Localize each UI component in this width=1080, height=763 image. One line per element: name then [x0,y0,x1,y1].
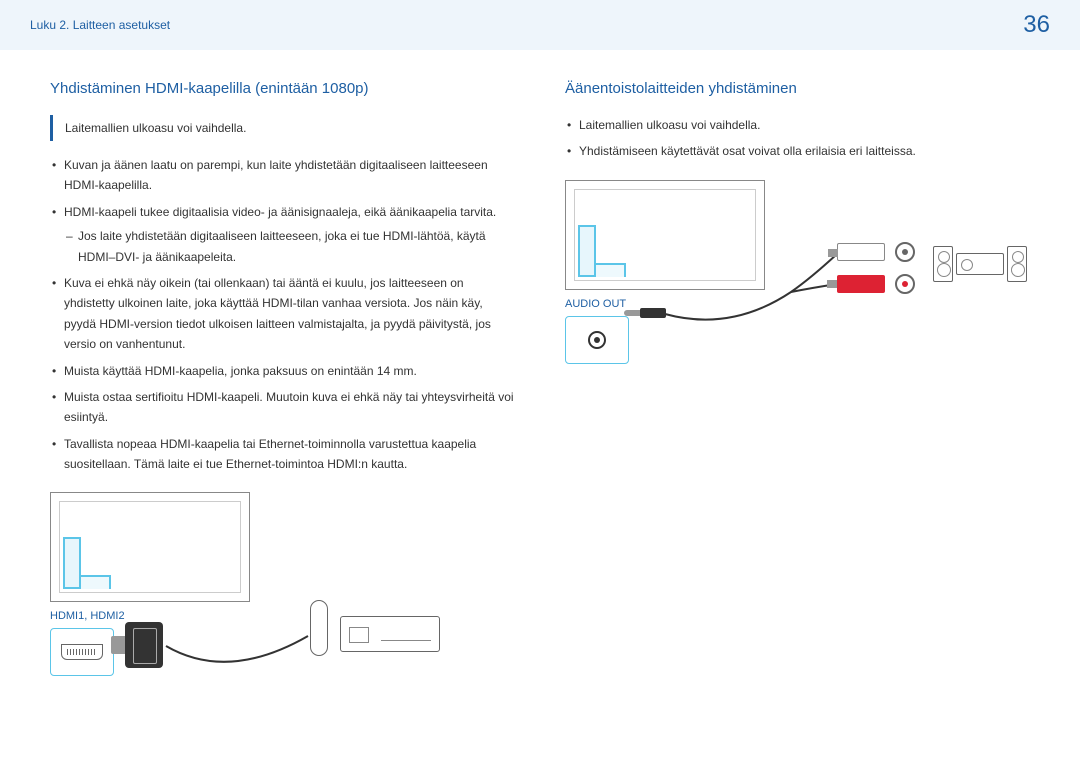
list-item: Muista käyttää HDMI-kaapelia, jonka paks… [50,361,515,381]
audio-port-box [565,316,629,364]
right-column: Äänentoistolaitteiden yhdistäminen Laite… [565,80,1030,692]
hdmi-port-icon [61,644,103,660]
list-item: Laitemallien ulkoasu voi vaihdella. [565,115,1030,135]
breadcrumb: Luku 2. Laitteen asetukset [30,18,170,32]
hdmi-bullets: Kuvan ja äänen laatu on parempi, kun lai… [50,155,515,474]
rca-white-jack-icon [895,242,915,262]
audio-section-title: Äänentoistolaitteiden yhdistäminen [565,80,1030,97]
page-number: 36 [1023,11,1050,39]
rca-red-plug-icon [837,275,885,293]
page-header: Luku 2. Laitteen asetukset 36 [0,0,1080,50]
rca-white-plug-icon [837,243,885,261]
player-icon [340,616,440,652]
list-item: HDMI-kaapeli tukee digitaalisia video- j… [50,202,515,267]
audio-diagram: AUDIO OUT [565,180,1030,380]
note-box: Laitemallien ulkoasu voi vaihdella. [50,115,515,141]
speaker-icon [1007,246,1027,282]
page-content: Yhdistäminen HDMI-kaapelilla (enintään 1… [0,50,1080,722]
amplifier-icon [956,253,1004,275]
rca-connectors [837,242,915,306]
hdmi-port-box [50,628,114,676]
cable-split-icon [661,252,841,322]
rca-red-jack-icon [895,274,915,294]
tv-icon [50,492,250,602]
list-item: Yhdistämiseen käytettävät osat voivat ol… [565,141,1030,161]
audio-jack-icon [588,331,606,349]
audio-bullets: Laitemallien ulkoasu voi vaihdella. Yhdi… [565,115,1030,162]
sub-list: Jos laite yhdistetään digitaaliseen lait… [64,226,515,267]
hdmi-diagram: HDMI1, HDMI2 [50,492,515,692]
list-item: Tavallista nopeaa HDMI-kaapelia tai Ethe… [50,434,515,475]
list-item: Jos laite yhdistetään digitaaliseen lait… [64,226,515,267]
speaker-icon [933,246,953,282]
left-column: Yhdistäminen HDMI-kaapelilla (enintään 1… [50,80,515,692]
hdmi-section-title: Yhdistäminen HDMI-kaapelilla (enintään 1… [50,80,515,97]
hdmi-port-label: HDMI1, HDMI2 [50,610,515,622]
rca-red-row [837,274,915,294]
list-item: Muista ostaa sertifioitu HDMI-kaapeli. M… [50,387,515,428]
list-item: Kuva ei ehkä näy oikein (tai ollenkaan) … [50,273,515,355]
list-item: Kuvan ja äänen laatu on parempi, kun lai… [50,155,515,196]
plug-icon [310,600,328,656]
rca-white-row [837,242,915,262]
stereo-icon [933,244,1033,284]
cable-line-icon [148,632,318,682]
